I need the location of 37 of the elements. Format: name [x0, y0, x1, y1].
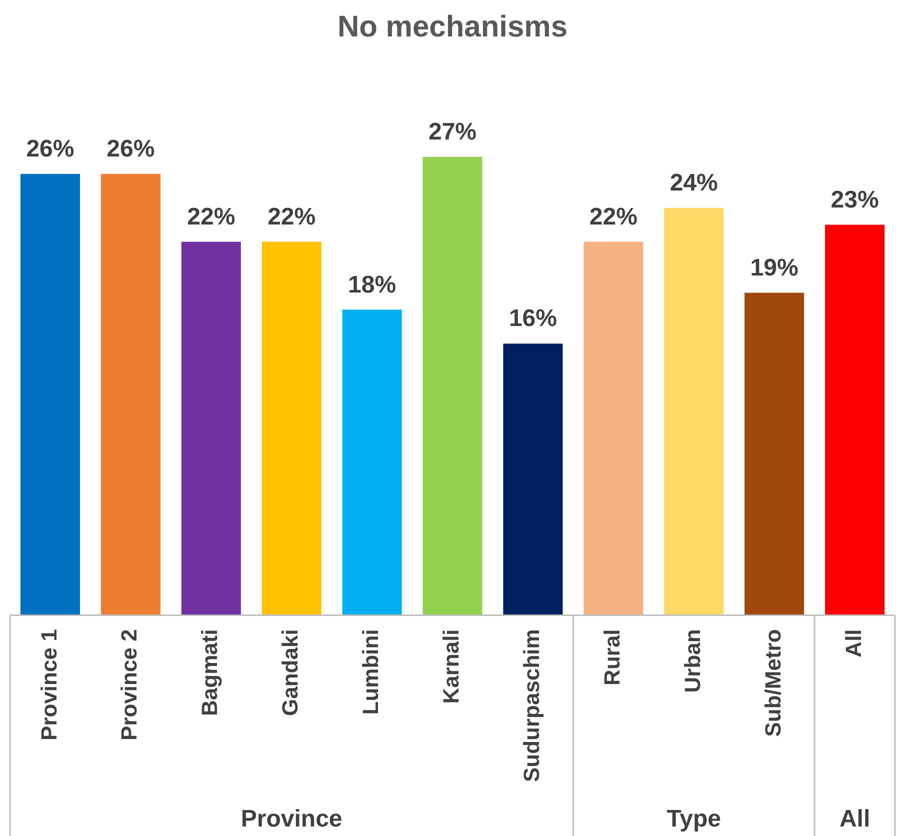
bar — [181, 242, 241, 616]
data-label: 24% — [670, 169, 718, 196]
bar — [100, 174, 160, 616]
text: Type — [666, 806, 721, 833]
data-label: 26% — [106, 136, 155, 163]
x-tick-label: Lumbini — [358, 629, 384, 715]
data-label: 22% — [187, 203, 236, 230]
data-label: 22% — [268, 203, 316, 230]
data-label: 26% — [26, 136, 74, 163]
x-tick-label: Sudurpaschim — [519, 629, 544, 782]
data-label: 18% — [348, 271, 396, 298]
chart-title: No mechanisms — [337, 10, 568, 44]
bar — [825, 224, 885, 616]
x-tick-label: Urban — [680, 629, 705, 693]
text: All — [839, 806, 870, 833]
bar — [503, 344, 563, 616]
data-label: 27% — [428, 118, 477, 146]
text: Province — [240, 806, 342, 833]
bar — [744, 292, 804, 616]
bar — [262, 242, 322, 616]
data-label: 19% — [750, 254, 798, 282]
bar — [342, 310, 402, 616]
x-tick-label: Bagmati — [197, 629, 222, 716]
x-tick-label: Rural — [599, 629, 624, 686]
x-tick-label: Province 1 — [36, 629, 62, 740]
x-tick-label: Province 2 — [116, 629, 142, 740]
data-label: 16% — [508, 305, 557, 332]
x-tick-label: Karnali — [438, 629, 464, 704]
bar — [422, 156, 482, 616]
x-tick-label: Gandaki — [278, 629, 303, 716]
x-tick-label: All — [840, 629, 866, 658]
bar — [584, 242, 644, 616]
data-label: 22% — [589, 203, 638, 230]
x-tick-label: Sub/Metro — [760, 629, 786, 737]
data-label: 23% — [830, 186, 879, 214]
bar — [20, 174, 80, 616]
bar — [664, 208, 724, 616]
